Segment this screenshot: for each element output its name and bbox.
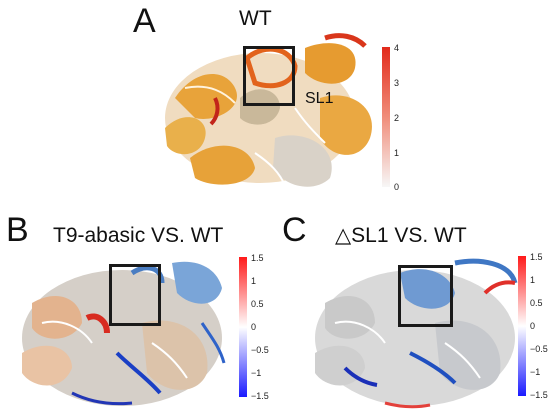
highlight-box-a	[243, 46, 295, 106]
colorbar-b-tick-0: 0	[251, 322, 257, 332]
colorbar-b-tick-1: 1	[251, 276, 257, 286]
highlight-box-b	[109, 264, 161, 326]
panel-c: C △SL1 VS. WT 1.5 1 0.5 0 −0.5 −1 −1.5	[275, 205, 550, 420]
colorbar-a-tick-1: 1	[394, 148, 400, 158]
colorbar-c	[518, 256, 526, 396]
panel-label-a: A	[133, 2, 156, 40]
colorbar-b-tick-0p5: 0.5	[251, 299, 264, 309]
panel-a: A WT SL1 4 3 2 1 0	[0, 0, 550, 200]
protein-structure-c	[315, 258, 518, 409]
colorbar-c-tick-0p5: 0.5	[530, 298, 543, 308]
sl1-annotation: SL1	[305, 90, 334, 107]
colorbar-c-tick-neg0p5: −0.5	[530, 344, 548, 354]
highlight-box-c	[398, 265, 453, 327]
colorbar-b-tick-neg1: −1	[251, 368, 262, 378]
panel-title-a: WT	[239, 7, 272, 30]
colorbar-a-tick-2: 2	[394, 113, 400, 123]
colorbar-c-tick-neg1p5: −1.5	[530, 390, 548, 400]
colorbar-c-tick-0: 0	[530, 321, 536, 331]
colorbar-b-tick-neg0p5: −0.5	[251, 345, 269, 355]
colorbar-a-tick-4: 4	[394, 43, 400, 53]
colorbar-a-tick-3: 3	[394, 78, 400, 88]
panel-b: B T9-abasic VS. WT 1.5 1 0.5 0 −0.5 −1 −…	[0, 205, 275, 420]
panel-title-c: △SL1 VS. WT	[335, 224, 467, 247]
protein-structure-b	[22, 261, 226, 406]
colorbar-a	[382, 47, 390, 187]
colorbar-c-tick-1p5: 1.5	[530, 252, 543, 262]
colorbar-b-tick-neg1p5: −1.5	[251, 391, 269, 401]
colorbar-b-tick-1p5: 1.5	[251, 253, 264, 263]
panel-label-c: C	[282, 211, 307, 249]
panel-title-b: T9-abasic VS. WT	[53, 224, 224, 247]
colorbar-c-tick-1: 1	[530, 275, 536, 285]
protein-structure-a	[165, 33, 372, 187]
colorbar-c-tick-neg1: −1	[530, 367, 541, 377]
panel-label-b: B	[6, 211, 29, 249]
colorbar-b	[239, 257, 247, 397]
colorbar-a-tick-0: 0	[394, 182, 400, 192]
